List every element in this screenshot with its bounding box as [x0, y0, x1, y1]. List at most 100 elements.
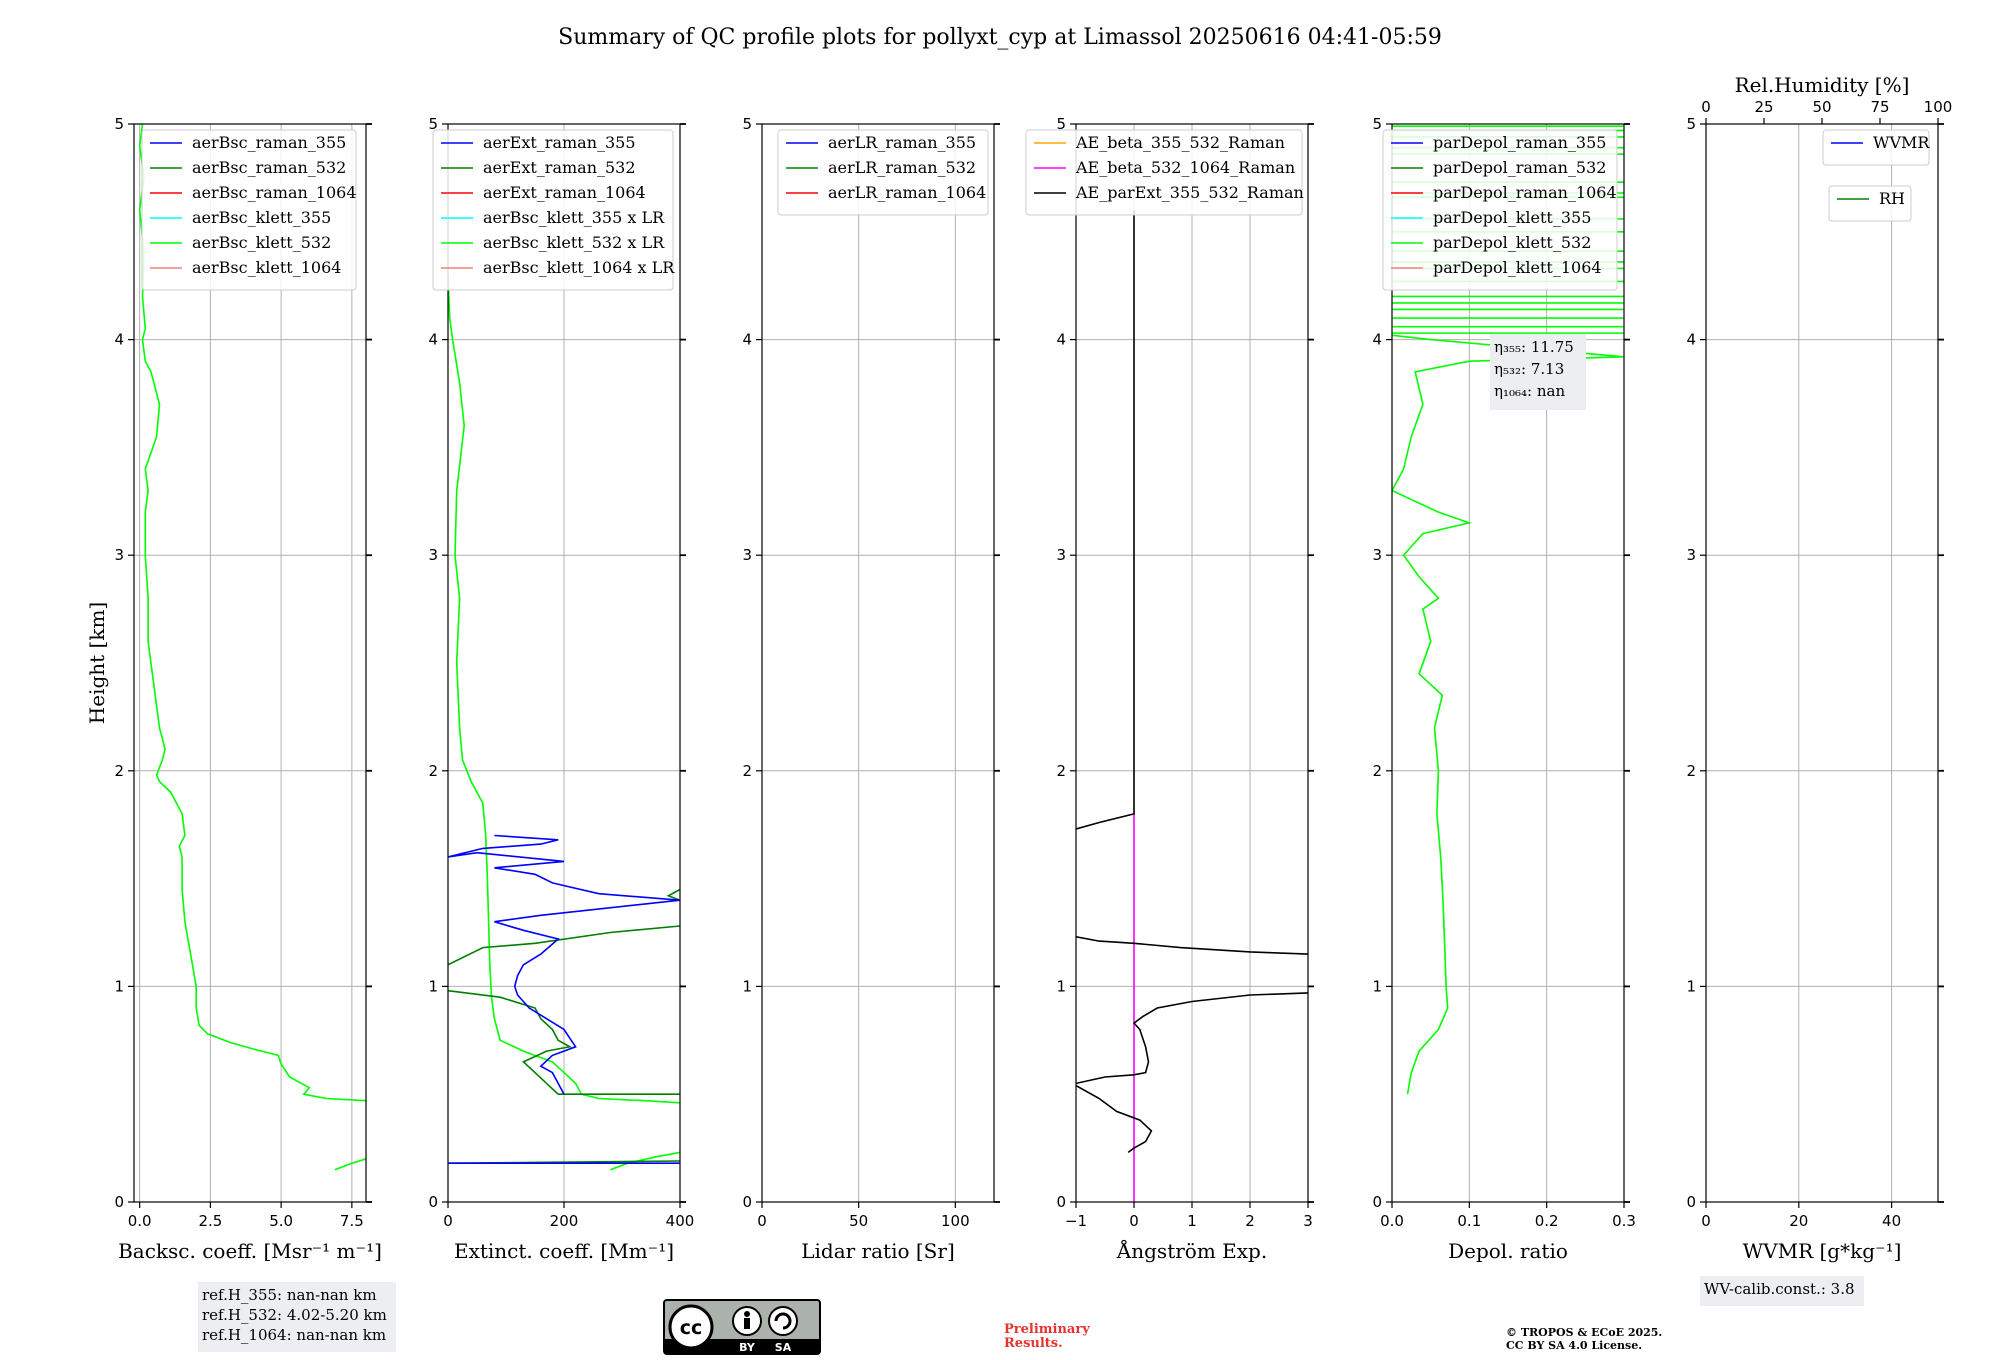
axes-frame-bsc — [133, 123, 367, 1203]
ytick-label-wv-4: 4 — [1686, 331, 1696, 349]
xlabel-ext: Extinct. coeff. [Mm⁻¹] — [454, 1239, 674, 1263]
ytick-label-ae-3: 3 — [1056, 546, 1066, 564]
panel-ext: 0 200 400 0 1 2 3 4 5 Extinct. coeff. [Mm⁻¹] aerEx… — [428, 115, 694, 1263]
legend-label-wv-2-0: RH — [1879, 189, 1905, 208]
ytick-label-bsc-3: 3 — [114, 546, 124, 564]
series-ae-1 — [1076, 210, 1135, 830]
axes-frame-wv — [1705, 123, 1939, 1203]
legend-label-dep-4: parDepol_klett_532 — [1433, 233, 1591, 252]
note-bsc-1: ref.H_532: 4.02-5.20 km — [202, 1306, 387, 1324]
top-xtick-label-1: 25 — [1754, 98, 1773, 116]
ytick-label-ext-2: 2 — [428, 762, 438, 780]
legend-label-ext-4: aerBsc_klett_532 x LR — [483, 233, 665, 252]
xtick-label-ext-2: 400 — [666, 1212, 695, 1230]
xlabel-dep: Depol. ratio — [1448, 1239, 1568, 1263]
legend-label-bsc-5: aerBsc_klett_1064 — [192, 258, 341, 277]
series-ext-1 — [448, 274, 680, 1104]
svg-text:cc: cc — [680, 1317, 703, 1339]
xtick-label-dep-3: 0.3 — [1612, 1212, 1636, 1230]
xtick-label-ext-1: 200 — [550, 1212, 579, 1230]
top-xtick-label-2: 50 — [1812, 98, 1831, 116]
series-bsc-1 — [138, 124, 366, 1102]
series-bsc-0 — [334, 1158, 366, 1171]
ytick-label-ext-4: 4 — [428, 331, 438, 349]
notes-box-bsc — [198, 1282, 396, 1352]
series-ae-4 — [1076, 1084, 1153, 1154]
note-dep-2: η₁₀₆₄: nan — [1494, 382, 1565, 400]
copyright-line2: CC BY SA 4.0 License. — [1506, 1339, 1642, 1352]
xtick-label-bsc-2: 5.0 — [269, 1212, 293, 1230]
ytick-label-dep-4: 4 — [1372, 331, 1382, 349]
ytick-label-wv-0: 0 — [1686, 1193, 1696, 1211]
legend-label-ae-1: AE_beta_532_1064_Raman — [1075, 158, 1295, 177]
series-ext-0 — [610, 1151, 680, 1171]
legend-label-dep-3: parDepol_klett_355 — [1433, 208, 1591, 227]
xtick-label-wv-1: 20 — [1789, 1212, 1808, 1230]
legend-label-ae-0: AE_beta_355_532_Raman — [1075, 133, 1285, 152]
series-ae-3 — [1076, 992, 1308, 1085]
legend-label-bsc-2: aerBsc_raman_1064 — [192, 183, 357, 202]
panel-bsc: 0.0 2.5 5.0 7.5 0 1 2 3 4 5 Backsc. coeff. [Msr⁻¹ … — [85, 115, 396, 1352]
top-xlabel-wv: Rel.Humidity [%] — [1735, 73, 1910, 97]
preliminary-note-line2: Results. — [1004, 1336, 1063, 1351]
legend-label-ext-5: aerBsc_klett_1064 x LR — [483, 258, 675, 277]
xtick-label-lr-1: 50 — [849, 1212, 868, 1230]
cc-icon — [668, 1304, 714, 1350]
legend-label-lr-0: aerLR_raman_355 — [828, 133, 976, 152]
legend-label-ae-2: AE_parExt_355_532_Raman — [1075, 183, 1304, 202]
xtick-label-ae-3: 2 — [1245, 1212, 1255, 1230]
ytick-label-ext-3: 3 — [428, 546, 438, 564]
note-bsc-0: ref.H_355: nan-nan km — [202, 1286, 377, 1304]
ytick-label-ext-1: 1 — [428, 977, 438, 995]
series-ext-5 — [666, 888, 680, 901]
legend-label-dep-1: parDepol_raman_532 — [1433, 158, 1606, 177]
cc-by-label: BY — [739, 1341, 756, 1354]
ytick-label-ext-5: 5 — [428, 115, 438, 133]
legend-label-dep-5: parDepol_klett_1064 — [1433, 258, 1602, 277]
ytick-label-wv-1: 1 — [1686, 977, 1696, 995]
ytick-label-bsc-0: 0 — [114, 1193, 124, 1211]
series-dep-0 — [1392, 334, 1624, 1095]
xtick-label-ext-0: 0 — [443, 1212, 453, 1230]
legend-label-ext-2: aerExt_raman_1064 — [483, 183, 646, 202]
legend-label-bsc-3: aerBsc_klett_355 — [192, 208, 331, 227]
xlabel-wv: WVMR [g*kg⁻¹] — [1743, 1239, 1902, 1263]
xtick-label-wv-2: 40 — [1882, 1212, 1901, 1230]
xtick-label-wv-0: 0 — [1701, 1212, 1711, 1230]
notes-box-dep — [1490, 334, 1586, 410]
legend-label-lr-1: aerLR_raman_532 — [828, 158, 976, 177]
note-dep-0: η₃₅₅: 11.75 — [1494, 338, 1574, 356]
axes-frame-dep — [1391, 123, 1625, 1203]
ytick-label-bsc-1: 1 — [114, 977, 124, 995]
xlabel-lr: Lidar ratio [Sr] — [801, 1239, 955, 1263]
series-ext-7 — [448, 834, 680, 1095]
notes-box-wv — [1700, 1276, 1864, 1306]
note-wv-0: WV-calib.const.: 3.8 — [1704, 1280, 1855, 1298]
ytick-label-ext-0: 0 — [428, 1193, 438, 1211]
xtick-label-lr-2: 100 — [941, 1212, 970, 1230]
legend-label-bsc-1: aerBsc_raman_532 — [192, 158, 346, 177]
xtick-label-dep-1: 0.1 — [1457, 1212, 1481, 1230]
share-alike-icon — [768, 1306, 798, 1336]
ytick-label-bsc-5: 5 — [114, 115, 124, 133]
note-dep-1: η₅₃₂: 7.13 — [1494, 360, 1564, 378]
ytick-label-dep-1: 1 — [1372, 977, 1382, 995]
legend-box-wv-2 — [1828, 185, 1912, 222]
legend-label-lr-2: aerLR_raman_1064 — [828, 183, 986, 202]
legend-label-dep-0: parDepol_raman_355 — [1433, 133, 1606, 152]
ytick-label-ae-0: 0 — [1056, 1193, 1066, 1211]
note-bsc-2: ref.H_1064: nan-nan km — [202, 1326, 386, 1344]
ytick-label-bsc-4: 4 — [114, 331, 124, 349]
ytick-label-ae-1: 1 — [1056, 977, 1066, 995]
axes-frame-lr — [761, 123, 995, 1203]
xtick-label-ae-0: −1 — [1065, 1212, 1087, 1230]
legend-label-wv-0: WVMR — [1873, 133, 1930, 152]
legend-box-bsc — [141, 129, 357, 291]
figure-title: Summary of QC profile plots for pollyxt_… — [558, 25, 1442, 50]
ytick-label-wv-2: 2 — [1686, 762, 1696, 780]
series-ext-3 — [448, 989, 680, 1095]
ytick-label-dep-0: 0 — [1372, 1193, 1382, 1211]
ylabel-bsc: Height [km] — [85, 602, 109, 724]
xtick-label-lr-0: 0 — [757, 1212, 767, 1230]
legend-box-lr — [777, 129, 989, 216]
